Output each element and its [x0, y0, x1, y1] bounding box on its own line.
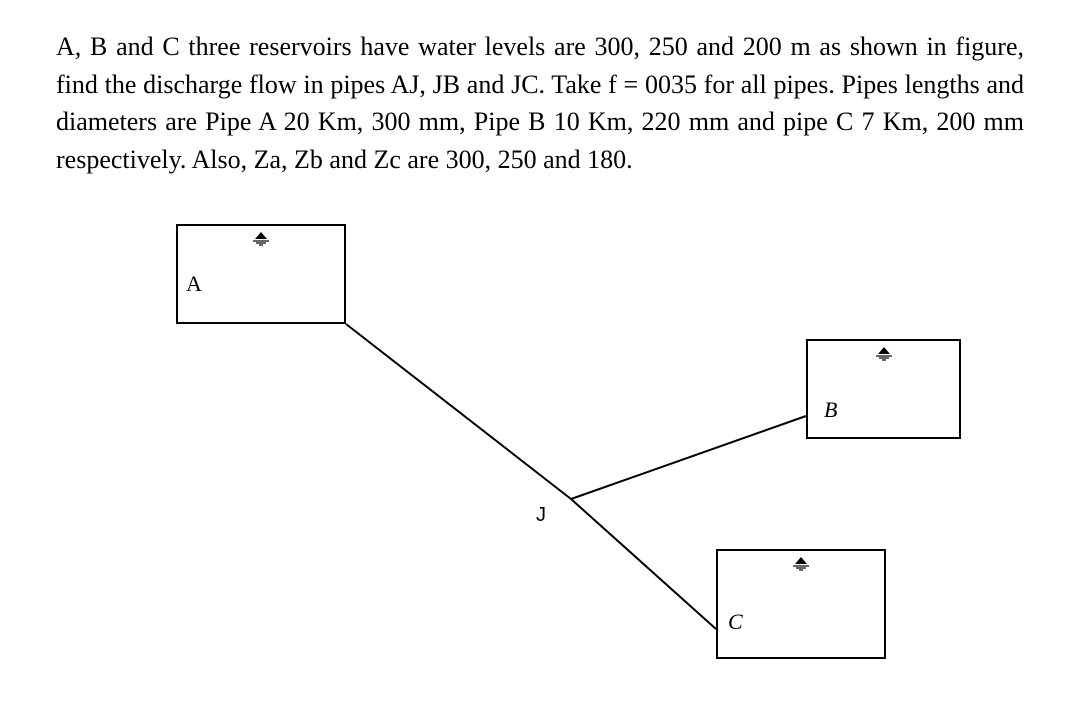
water-marker-icon: [871, 347, 897, 366]
pipe-aj: [346, 324, 571, 499]
pipe-jc: [571, 499, 716, 629]
label-reservoir-a: A: [186, 271, 202, 297]
water-surface-c: [716, 549, 886, 551]
reservoir-diagram: A B C J: [176, 209, 1076, 689]
label-junction-j: J: [536, 504, 546, 527]
label-reservoir-c: C: [728, 609, 743, 635]
label-reservoir-b: B: [824, 397, 837, 423]
water-marker-icon: [248, 232, 274, 251]
pipe-jb: [571, 416, 806, 499]
water-surface-a: [176, 224, 346, 226]
reservoir-c: [716, 549, 886, 659]
water-surface-b: [806, 339, 961, 341]
water-marker-icon: [788, 557, 814, 576]
reservoir-b: [806, 339, 961, 439]
problem-statement: A, B and C three reservoirs have water l…: [56, 28, 1024, 179]
